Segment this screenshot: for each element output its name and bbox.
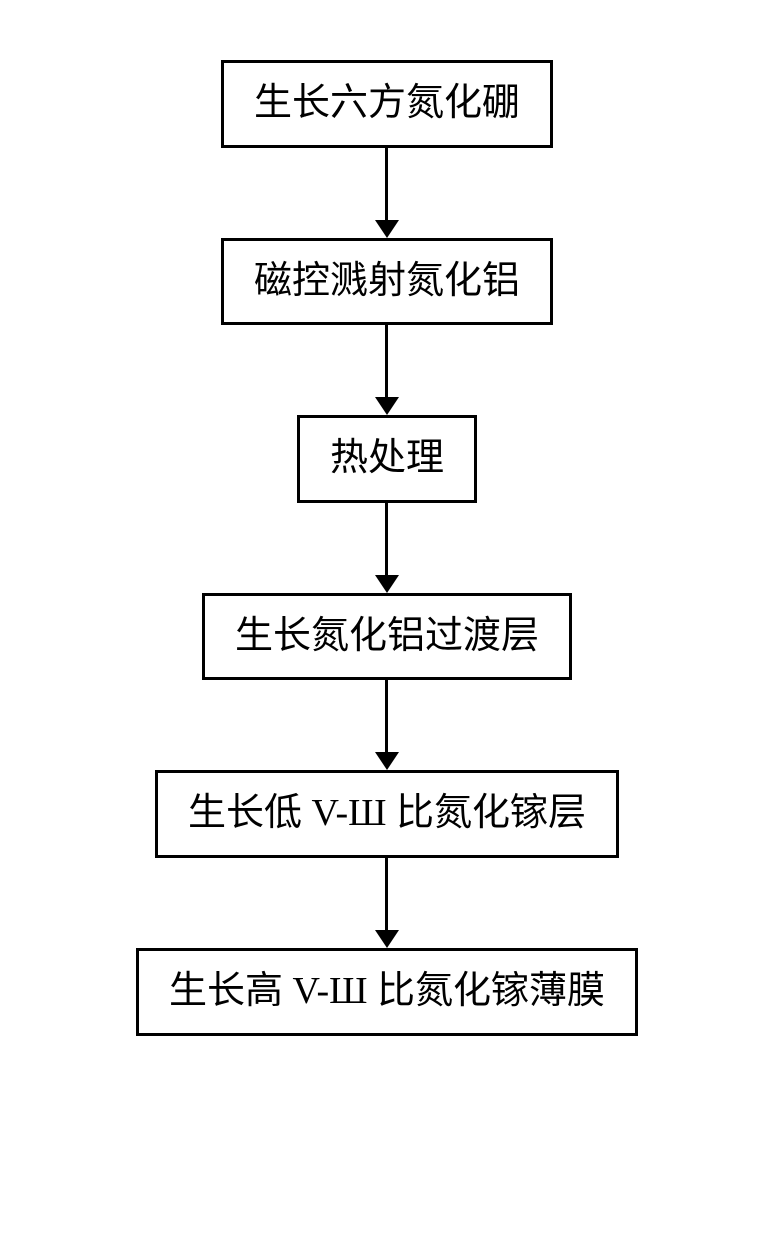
flow-node-6: 生长高 V-Ш 比氮化镓薄膜 bbox=[136, 948, 638, 1036]
flow-arrow-1 bbox=[375, 148, 399, 238]
arrow-line bbox=[385, 680, 388, 752]
flow-node-1: 生长六方氮化硼 bbox=[221, 60, 553, 148]
arrow-line bbox=[385, 148, 388, 220]
arrow-head-icon bbox=[375, 575, 399, 593]
arrow-line bbox=[385, 325, 388, 397]
flow-node-2: 磁控溅射氮化铝 bbox=[221, 238, 553, 326]
arrow-line bbox=[385, 858, 388, 930]
flow-arrow-5 bbox=[375, 858, 399, 948]
arrow-head-icon bbox=[375, 752, 399, 770]
arrow-line bbox=[385, 503, 388, 575]
flow-arrow-4 bbox=[375, 680, 399, 770]
flow-node-3: 热处理 bbox=[297, 415, 477, 503]
arrow-head-icon bbox=[375, 397, 399, 415]
arrow-head-icon bbox=[375, 930, 399, 948]
flowchart-container: 生长六方氮化硼 磁控溅射氮化铝 热处理 生长氮化铝过渡层 生长低 V-Ш 比氮化… bbox=[136, 60, 638, 1036]
flow-node-5: 生长低 V-Ш 比氮化镓层 bbox=[155, 770, 619, 858]
flow-arrow-3 bbox=[375, 503, 399, 593]
arrow-head-icon bbox=[375, 220, 399, 238]
flow-arrow-2 bbox=[375, 325, 399, 415]
flow-node-4: 生长氮化铝过渡层 bbox=[202, 593, 572, 681]
